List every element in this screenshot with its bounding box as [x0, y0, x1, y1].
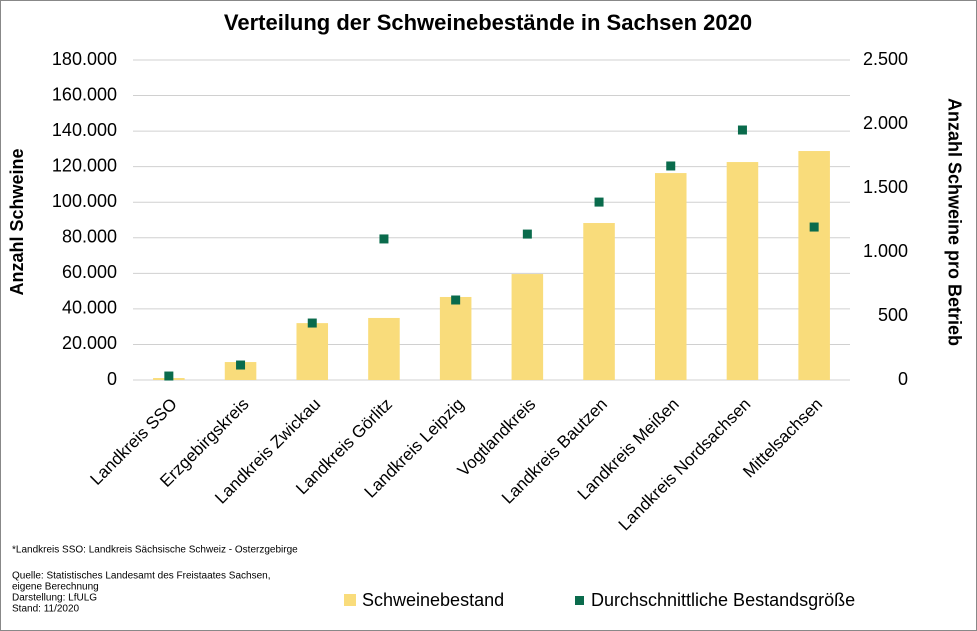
y-tick-label: 160.000	[52, 84, 117, 104]
y-tick-label: 120.000	[52, 155, 117, 175]
bar	[368, 317, 400, 380]
marker	[594, 197, 604, 207]
marker	[522, 229, 532, 239]
bar	[511, 274, 544, 380]
bar	[439, 296, 472, 380]
y-tick-label: 60.000	[62, 262, 117, 282]
y2-tick-label: 0	[898, 369, 908, 389]
legend-marker	[575, 596, 584, 605]
bar	[726, 162, 759, 380]
source-line: eigene Berechnung	[12, 582, 99, 593]
marker	[307, 318, 317, 328]
y-tick-label: 20.000	[62, 333, 117, 353]
source-line: Quelle: Statistisches Landesamt des Frei…	[12, 571, 270, 582]
y2-tick-label: 2.500	[863, 49, 908, 69]
legend-swatch	[344, 594, 356, 606]
legend-label: Durchschnittliche Bestandsgröße	[591, 590, 855, 610]
bar	[224, 362, 257, 380]
y-tick-label: 0	[107, 369, 117, 389]
y-tick-label: 100.000	[52, 191, 117, 211]
y2-tick-label: 1.000	[863, 241, 908, 261]
y-tick-label: 140.000	[52, 120, 117, 140]
y2-axis-label: Anzahl Schweine pro Betrieb	[944, 98, 964, 346]
y-tick-label: 40.000	[62, 298, 117, 318]
source-line: Stand: 11/2020	[12, 604, 80, 615]
marker	[666, 161, 676, 171]
bar	[296, 323, 329, 380]
y2-tick-label: 500	[878, 305, 908, 325]
marker	[379, 234, 389, 244]
bar	[798, 151, 830, 380]
y-axis-label: Anzahl Schweine	[7, 148, 27, 295]
marker	[737, 125, 747, 135]
y2-tick-label: 2.000	[863, 113, 908, 133]
bar	[583, 223, 615, 380]
marker	[236, 360, 246, 370]
source-line: Darstellung: LfULG	[12, 593, 97, 604]
legend-label: Schweinebestand	[362, 590, 504, 610]
chart-title: Verteilung der Schweinebestände in Sachs…	[224, 10, 752, 35]
y-tick-label: 80.000	[62, 227, 117, 247]
marker	[809, 222, 819, 232]
y-tick-label: 180.000	[52, 49, 117, 69]
marker	[451, 295, 461, 305]
y2-tick-label: 1.500	[863, 177, 908, 197]
marker	[164, 371, 174, 381]
bar	[654, 173, 687, 380]
footnote: *Landkreis SSO: Landkreis Sächsische Sch…	[12, 545, 298, 556]
